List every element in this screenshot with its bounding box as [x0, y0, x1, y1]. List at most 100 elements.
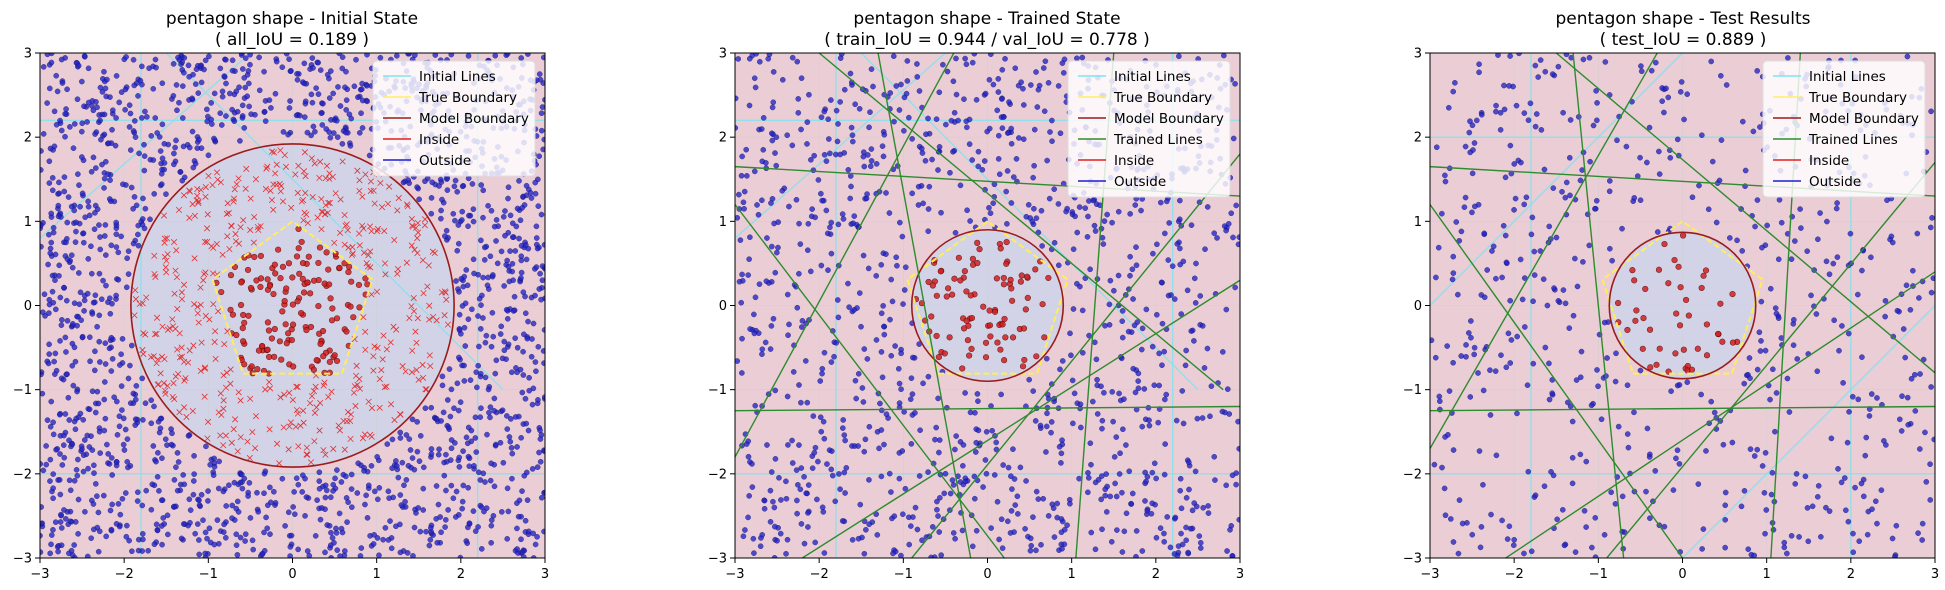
outside-point	[973, 527, 980, 534]
inside-x-marker	[311, 160, 318, 167]
outside-point	[825, 267, 831, 273]
outside-point	[48, 532, 55, 538]
outside-point	[96, 338, 103, 345]
outside-point	[200, 517, 206, 524]
outside-point	[1506, 523, 1513, 530]
outside-point	[1922, 429, 1928, 436]
outside-point	[1171, 296, 1178, 302]
outside-point	[1000, 462, 1007, 468]
outside-point	[1786, 409, 1793, 415]
outside-point	[821, 435, 828, 442]
outside-point	[1146, 422, 1153, 429]
inside-x-marker	[286, 423, 293, 430]
outside-point	[971, 53, 978, 57]
outside-point	[179, 115, 186, 121]
inside-point	[1041, 334, 1048, 341]
inside-x-marker	[321, 211, 328, 218]
outside-point	[99, 161, 105, 168]
inside-point	[1003, 238, 1010, 246]
outside-point	[786, 203, 792, 210]
inside-x-marker	[313, 404, 320, 411]
outside-point	[90, 526, 97, 533]
outside-point	[1008, 200, 1015, 206]
outside-point	[1804, 248, 1811, 255]
outside-point	[211, 541, 218, 548]
outside-point	[1537, 57, 1544, 63]
outside-point	[1549, 71, 1556, 77]
outside-point	[756, 58, 763, 65]
outside-point	[57, 117, 63, 124]
initial-line	[1682, 305, 1935, 558]
y-tick-label: −1	[708, 383, 727, 398]
outside-point	[538, 296, 544, 303]
outside-point	[181, 481, 188, 488]
inside-point	[255, 347, 263, 354]
inside-x-marker	[424, 283, 431, 290]
outside-point	[179, 177, 186, 184]
inside-point	[963, 288, 970, 295]
outside-point	[491, 483, 498, 490]
outside-point	[245, 80, 252, 87]
outside-point	[827, 224, 833, 231]
outside-point	[1439, 464, 1445, 471]
outside-point	[1751, 453, 1758, 459]
inside-point	[271, 261, 278, 268]
outside-point	[51, 108, 58, 115]
outside-point	[1468, 334, 1474, 341]
outside-point	[1047, 129, 1053, 135]
inside-x-marker	[153, 330, 160, 337]
outside-point	[861, 448, 868, 455]
outside-point	[1602, 59, 1609, 65]
outside-point	[327, 494, 334, 501]
outside-point	[1553, 234, 1560, 241]
outside-point	[70, 145, 77, 152]
inside-point	[277, 275, 284, 282]
outside-point	[999, 545, 1006, 552]
outside-point	[52, 350, 59, 357]
inside-point	[343, 328, 350, 335]
outside-point	[1067, 330, 1073, 337]
outside-point	[500, 459, 507, 466]
outside-point	[1519, 296, 1526, 303]
outside-point	[1033, 215, 1040, 222]
inside-point	[304, 279, 311, 286]
outside-point	[1091, 339, 1098, 346]
outside-point	[1441, 485, 1448, 492]
outside-point	[1108, 538, 1115, 545]
outside-point	[980, 484, 986, 490]
outside-point	[40, 131, 47, 137]
outside-point	[56, 477, 63, 483]
inside-x-marker	[220, 442, 227, 449]
outside-point	[397, 521, 403, 528]
inside-point	[218, 288, 225, 296]
outside-point	[205, 498, 211, 504]
inside-x-marker	[308, 155, 315, 162]
outside-point	[60, 442, 67, 448]
outside-point	[898, 350, 904, 357]
outside-point	[767, 518, 774, 525]
inside-x-marker	[273, 161, 280, 168]
outside-point	[1079, 307, 1086, 314]
outside-point	[740, 533, 747, 540]
outside-point	[751, 311, 757, 318]
outside-point	[1442, 512, 1449, 519]
outside-point	[1882, 297, 1889, 304]
outside-point	[95, 509, 102, 516]
outside-point	[1162, 396, 1168, 403]
legend-label: Model Boundary	[1809, 111, 1919, 127]
outside-point	[326, 522, 333, 529]
outside-point	[222, 534, 229, 541]
outside-point	[491, 223, 498, 230]
outside-point	[1578, 348, 1585, 355]
inside-x-marker	[412, 328, 419, 335]
outside-point	[1866, 413, 1873, 419]
outside-point	[1223, 306, 1230, 313]
outside-point	[118, 89, 125, 96]
inside-x-marker	[201, 365, 208, 372]
outside-point	[1703, 448, 1709, 454]
outside-point	[1049, 117, 1055, 124]
outside-point	[735, 358, 741, 364]
outside-point	[1082, 205, 1089, 211]
outside-point	[1762, 449, 1769, 456]
outside-point	[1223, 482, 1230, 489]
